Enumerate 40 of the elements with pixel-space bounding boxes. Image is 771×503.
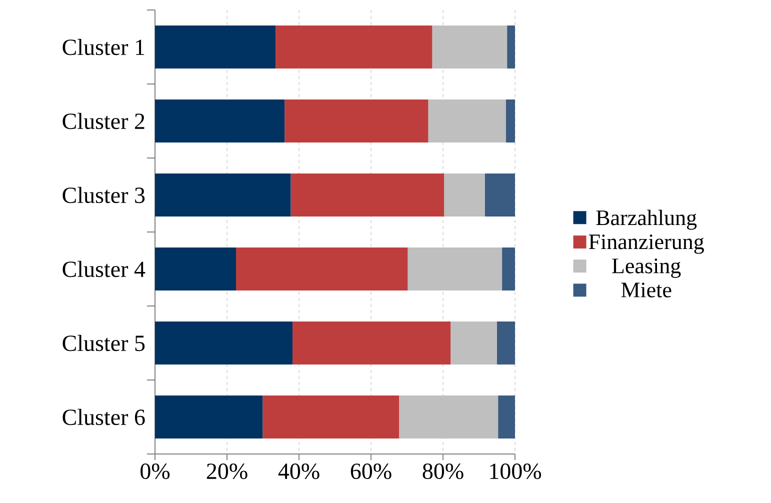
bar bbox=[507, 26, 515, 69]
y-tick-label: Cluster 5 bbox=[62, 334, 145, 352]
bar bbox=[498, 395, 515, 438]
x-tick-label: 100% bbox=[490, 464, 542, 480]
legend-label: Miete bbox=[621, 282, 672, 298]
bar bbox=[506, 100, 515, 142]
x-tick-label: 60% bbox=[350, 464, 392, 480]
y-tick-label: Cluster 2 bbox=[62, 112, 144, 130]
bar bbox=[484, 174, 515, 216]
bar bbox=[444, 174, 485, 216]
bar bbox=[502, 248, 515, 290]
bar bbox=[408, 248, 502, 290]
bar bbox=[155, 248, 236, 290]
x-tick-label: 80% bbox=[422, 464, 464, 480]
bar bbox=[155, 395, 263, 438]
bar bbox=[432, 26, 508, 69]
x-tick-label: 40% bbox=[278, 464, 320, 480]
legend-label: Leasing bbox=[612, 258, 681, 278]
bar bbox=[290, 174, 444, 216]
bar bbox=[236, 248, 408, 290]
x-tick-label: 20% bbox=[206, 464, 248, 480]
bar bbox=[450, 321, 497, 364]
y-tick-label: Cluster 4 bbox=[62, 260, 146, 278]
bar bbox=[276, 26, 432, 69]
y-tick-label: Cluster 3 bbox=[62, 186, 145, 204]
bar bbox=[284, 100, 428, 142]
bar bbox=[155, 26, 276, 69]
legend-label: Finanzierung bbox=[588, 234, 704, 254]
bar bbox=[155, 321, 293, 364]
legend-label: Barzahlung bbox=[596, 210, 697, 230]
bar bbox=[399, 395, 498, 438]
bar bbox=[428, 100, 506, 142]
bar bbox=[155, 174, 291, 216]
bar bbox=[292, 321, 451, 364]
bar bbox=[497, 321, 515, 364]
bar bbox=[155, 100, 285, 142]
y-tick-label: Cluster 1 bbox=[62, 38, 144, 56]
y-tick-label: Cluster 6 bbox=[62, 408, 145, 426]
bar bbox=[262, 395, 400, 438]
x-tick-label: 0% bbox=[140, 464, 170, 480]
